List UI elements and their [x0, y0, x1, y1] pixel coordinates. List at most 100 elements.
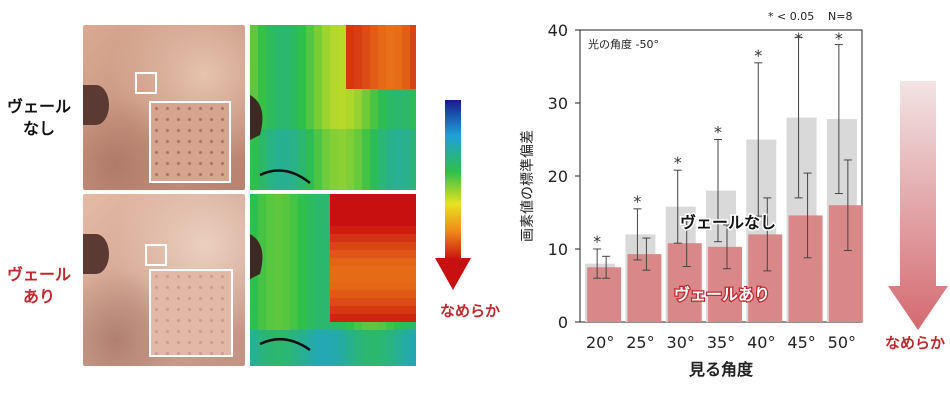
heat-cell [290, 234, 298, 242]
heat-cell [410, 306, 416, 314]
heat-cell [274, 298, 282, 306]
heat-cell [362, 250, 370, 258]
heat-cell [306, 113, 314, 121]
heatmap-veil-grid [250, 194, 416, 366]
heat-cell [258, 41, 266, 49]
heat-cell [314, 49, 322, 57]
heat-cell [338, 105, 346, 113]
heat-cell [258, 185, 266, 190]
heat-cell [346, 97, 354, 105]
heat-cell [266, 177, 274, 185]
heat-cell [402, 185, 410, 190]
heat-cell [250, 65, 258, 73]
heat-cell [306, 306, 314, 314]
heat-cell [402, 177, 410, 185]
x-tick-label: 25° [626, 333, 654, 352]
heat-cell [354, 153, 362, 161]
heat-cell [362, 121, 370, 129]
heat-cell [338, 298, 346, 306]
y-tick-label: 20 [548, 167, 568, 186]
heat-cell [274, 81, 282, 89]
heat-cell [410, 145, 416, 153]
heat-cell [282, 298, 290, 306]
heat-cell [298, 161, 306, 169]
heat-cell [386, 129, 394, 137]
heat-cell [386, 258, 394, 266]
heat-cell [290, 25, 298, 33]
heat-cell [266, 113, 274, 121]
heat-cell [266, 314, 274, 322]
heat-cell [370, 105, 378, 113]
heat-cell [274, 202, 282, 210]
heat-cell [338, 97, 346, 105]
heat-cell [378, 145, 386, 153]
heat-cell [250, 161, 258, 169]
heat-cell [282, 354, 290, 362]
heat-cell [378, 25, 386, 33]
heat-cell [250, 89, 258, 97]
heat-cell [410, 266, 416, 274]
significance-marker: * [633, 192, 641, 211]
y-tick-label: 0 [558, 313, 568, 332]
heat-cell [354, 218, 362, 226]
heat-cell [274, 153, 282, 161]
heat-cell [266, 322, 274, 330]
heat-cell [314, 282, 322, 290]
heat-cell [330, 194, 338, 202]
heat-cell [338, 210, 346, 218]
heat-cell [346, 25, 354, 33]
heat-cell [282, 105, 290, 113]
heat-cell [346, 185, 354, 190]
heat-cell [298, 121, 306, 129]
heat-cell [394, 194, 402, 202]
heat-cell [354, 346, 362, 354]
heat-cell [258, 33, 266, 41]
heat-cell [330, 121, 338, 129]
heat-cell [250, 145, 258, 153]
heat-cell [250, 57, 258, 65]
heat-cell [250, 362, 258, 366]
heat-cell [354, 129, 362, 137]
heat-cell [250, 137, 258, 145]
heat-cell [354, 202, 362, 210]
heat-cell [354, 137, 362, 145]
x-tick-label: 35° [707, 333, 735, 352]
heat-cell [402, 97, 410, 105]
heat-cell [266, 362, 274, 366]
heat-cell [330, 177, 338, 185]
heat-cell [354, 97, 362, 105]
heat-cell [290, 194, 298, 202]
heat-cell [266, 129, 274, 137]
heat-cell [346, 49, 354, 57]
heat-cell [362, 33, 370, 41]
heat-cell [258, 25, 266, 33]
heat-cell [298, 290, 306, 298]
heat-cell [362, 258, 370, 266]
heat-cell [290, 314, 298, 322]
heat-cell [314, 338, 322, 346]
right-caption: なめらか [885, 334, 946, 352]
heat-cell [402, 161, 410, 169]
heat-cell [394, 153, 402, 161]
heat-cell [402, 81, 410, 89]
heat-cell [290, 210, 298, 218]
heat-cell [354, 169, 362, 177]
heat-cell [394, 161, 402, 169]
heat-cell [258, 298, 266, 306]
heat-cell [354, 226, 362, 234]
x-tick-label: 50° [828, 333, 856, 352]
heat-cell [298, 25, 306, 33]
heat-cell [298, 314, 306, 322]
x-tick-label: 30° [667, 333, 695, 352]
heat-cell [274, 57, 282, 65]
heat-cell [298, 258, 306, 266]
heat-cell [266, 250, 274, 258]
heat-cell [250, 202, 258, 210]
heatmap-no-veil-grid [250, 25, 416, 190]
heat-cell [378, 73, 386, 81]
row-label-veil-line1: ヴェール [6, 265, 71, 284]
heat-cell [362, 49, 370, 57]
heat-cell [394, 33, 402, 41]
heat-cell [314, 105, 322, 113]
heat-cell [378, 282, 386, 290]
